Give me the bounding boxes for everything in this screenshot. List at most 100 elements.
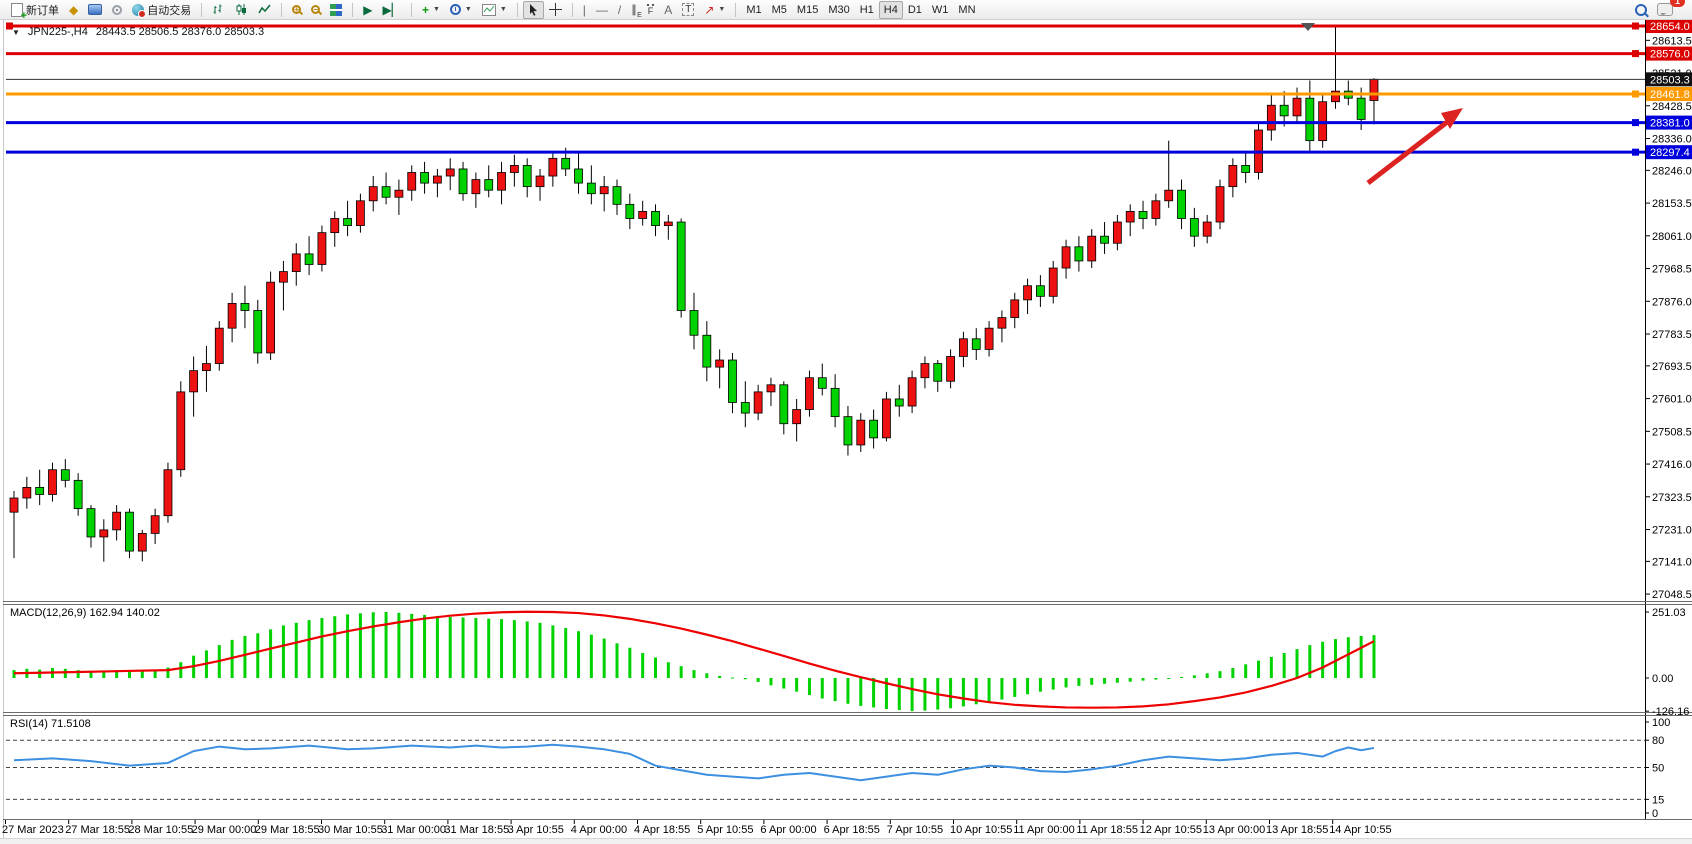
- candle-body: [1305, 97, 1315, 142]
- macd-histogram-bar: [384, 612, 388, 678]
- search-button[interactable]: [1630, 1, 1652, 19]
- timeframe-mn-button[interactable]: MN: [953, 1, 980, 19]
- timeframe-m15-button[interactable]: M15: [792, 1, 823, 19]
- macd-histogram-bar: [12, 670, 16, 678]
- chat-button[interactable]: 1: [1652, 0, 1685, 19]
- text-button[interactable]: A: [659, 1, 677, 19]
- candle-body: [420, 172, 429, 184]
- line-chart-icon: [258, 4, 271, 14]
- time-label: 14 Apr 10:55: [1329, 824, 1391, 836]
- level-handle[interactable]: [1632, 119, 1639, 127]
- timeframe-d1-button[interactable]: D1: [903, 1, 927, 19]
- timeframe-h4-button[interactable]: H4: [878, 0, 903, 19]
- candle-body: [86, 508, 96, 538]
- candle-body: [599, 186, 609, 195]
- candle-body: [343, 218, 352, 226]
- terminal-button[interactable]: [83, 1, 107, 19]
- level-handle[interactable]: [1632, 90, 1639, 98]
- zoom-in-button[interactable]: +: [287, 1, 306, 19]
- periods-button[interactable]: ▼: [445, 1, 477, 19]
- time-label: 31 Mar 00:00: [381, 824, 446, 836]
- crosshair-button[interactable]: [544, 1, 567, 19]
- time-axis[interactable]: [0, 820, 1645, 838]
- candle-body: [1177, 189, 1186, 219]
- market-depth-button[interactable]: ◆: [64, 1, 83, 19]
- candle-body: [1048, 267, 1058, 297]
- zoom-in-icon: +: [292, 5, 302, 14]
- price-label: 28576.0: [1650, 49, 1690, 61]
- zoom-out-button[interactable]: −: [306, 1, 325, 19]
- macd-histogram-bar: [269, 629, 273, 678]
- price-tick-label: 27231.0: [1652, 525, 1692, 537]
- macd-histogram-bar: [910, 678, 914, 712]
- price-tick-label: 27783.5: [1652, 329, 1692, 341]
- timeframe-m1-button[interactable]: M1: [741, 1, 766, 19]
- timeframe-w1-button[interactable]: W1: [927, 1, 954, 19]
- level-handle[interactable]: [6, 22, 13, 30]
- text-label-button[interactable]: T: [677, 1, 699, 19]
- rsi-axis-label: 80: [1652, 735, 1664, 747]
- tile-windows-icon: [330, 3, 343, 16]
- line-chart-button[interactable]: [253, 1, 276, 19]
- candle-body: [509, 165, 519, 173]
- macd-histogram-bar: [166, 667, 170, 678]
- separator: [201, 2, 203, 17]
- candle-body: [740, 402, 750, 414]
- timeframe-m5-button[interactable]: M5: [767, 1, 792, 19]
- candle-body: [959, 338, 968, 357]
- macd-histogram-bar: [615, 643, 619, 678]
- bar-chart-button[interactable]: [207, 1, 230, 19]
- level-handle[interactable]: [1632, 22, 1639, 30]
- candle-body: [779, 384, 789, 425]
- price-tick-label: 28061.0: [1652, 231, 1692, 243]
- macd-histogram-bar: [743, 678, 747, 680]
- timeframe-h1-button[interactable]: H1: [855, 1, 879, 19]
- candle-body: [689, 310, 699, 336]
- trend-arrow-head[interactable]: [1441, 108, 1463, 129]
- macd-histogram-bar: [602, 638, 606, 678]
- fibonacci-button[interactable]: F: [642, 1, 660, 19]
- timeframe-m30-button[interactable]: M30: [823, 1, 854, 19]
- candle-body: [753, 391, 763, 414]
- arrows-button[interactable]: ↗ ▼: [699, 1, 730, 19]
- new-order-icon: [11, 2, 27, 22]
- horizontal-line-button[interactable]: —: [591, 1, 613, 19]
- macd-histogram-bar: [654, 657, 657, 678]
- indicators-button[interactable]: + ▼: [417, 1, 445, 19]
- price-axis[interactable]: [1646, 20, 1692, 820]
- equidistant-channel-button[interactable]: ∥: [626, 1, 642, 19]
- macd-histogram-bar: [1333, 639, 1337, 678]
- candle-body: [894, 398, 904, 407]
- trend-arrow[interactable]: [1366, 114, 1457, 185]
- bar-chart-icon: [213, 4, 222, 14]
- candle-body: [214, 327, 224, 364]
- trendline-button[interactable]: /: [613, 1, 626, 19]
- time-label: 28 Mar 10:55: [128, 824, 193, 836]
- periods-icon: [449, 4, 461, 15]
- level-handle[interactable]: [1632, 50, 1639, 58]
- signals-button[interactable]: [107, 1, 127, 19]
- auto-scroll-button[interactable]: ▶: [358, 1, 377, 19]
- cursor-button[interactable]: [522, 0, 544, 19]
- candle-body: [394, 189, 404, 198]
- macd-histogram-bar: [525, 621, 529, 678]
- candlestick-chart-button[interactable]: [230, 1, 253, 19]
- macd-histogram-bar: [1167, 678, 1171, 679]
- macd-histogram-bar: [410, 613, 414, 678]
- new-order-button[interactable]: 新订单: [6, 1, 64, 22]
- macd-histogram-bar: [102, 670, 106, 678]
- candle-body: [766, 384, 776, 393]
- vertical-line-button[interactable]: |: [578, 1, 591, 19]
- chart-shift-button[interactable]: ▶▏: [377, 1, 405, 19]
- templates-button[interactable]: ▼: [477, 1, 512, 19]
- chart-shift-marker[interactable]: [1301, 23, 1315, 31]
- macd-histogram-bar: [1231, 668, 1235, 678]
- tile-windows-button[interactable]: [325, 1, 347, 19]
- one-click-toggle-icon[interactable]: ▼: [12, 27, 20, 37]
- candle-body: [163, 469, 173, 517]
- time-label: 29 Mar 18:55: [255, 824, 320, 836]
- autotrade-button[interactable]: 自动交易: [127, 1, 196, 19]
- macd-histogram-bar: [987, 678, 991, 703]
- level-handle[interactable]: [1632, 148, 1639, 156]
